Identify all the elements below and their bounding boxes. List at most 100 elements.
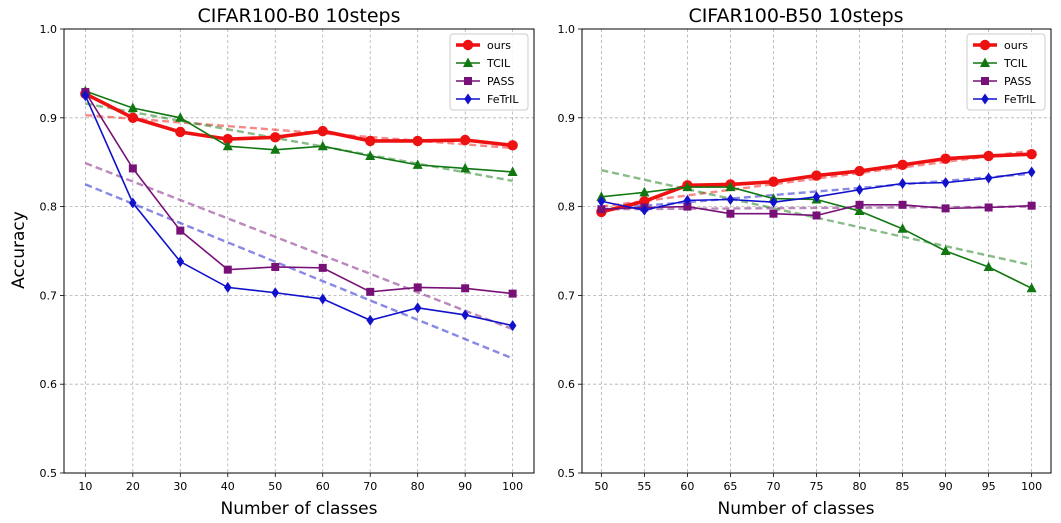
data-point-fetril — [366, 314, 375, 326]
x-tick-label: 75 — [810, 480, 824, 493]
trend-line-ours — [601, 149, 1032, 208]
y-tick-label: 0.7 — [558, 289, 576, 302]
x-tick-label: 55 — [637, 480, 651, 493]
y-tick-label: 1.0 — [558, 23, 576, 36]
data-point-tcil — [365, 150, 376, 160]
data-point-tcil — [682, 181, 693, 192]
data-point-pass — [769, 209, 778, 218]
data-point-pass — [597, 205, 606, 214]
data-point-pass — [683, 202, 692, 211]
data-point-pass — [1027, 201, 1036, 210]
data-point-pass — [984, 203, 993, 212]
data-point-tcil — [317, 140, 328, 151]
data-point-fetril — [508, 320, 517, 332]
data-point-ours — [854, 165, 865, 177]
legend-label-tcil: TCIL — [1003, 57, 1028, 70]
data-point-ours — [897, 159, 908, 171]
legend-marker-ours — [979, 39, 991, 51]
data-point-fetril — [812, 191, 821, 203]
x-tick-label: 80 — [853, 480, 867, 493]
data-point-ours — [127, 112, 139, 124]
x-tick-label: 85 — [896, 480, 910, 493]
legend-marker-fetril — [981, 93, 989, 105]
x-tick-label: 40 — [221, 480, 235, 493]
x-tick-label: 90 — [939, 480, 953, 493]
data-point-ours — [412, 135, 423, 147]
right-chart-panel: CIFAR100-B50 10steps Number of classes 5… — [558, 5, 1052, 519]
data-point-pass — [461, 284, 470, 293]
data-point-pass — [413, 283, 422, 292]
y-tick-label: 0.9 — [558, 112, 576, 125]
series-line-fetril — [84, 95, 513, 327]
data-point-ours — [365, 135, 376, 147]
data-point-tcil — [222, 140, 233, 151]
x-tick-label: 30 — [173, 480, 187, 493]
data-point-fetril — [683, 194, 692, 206]
legend-label-ours: ours — [487, 39, 511, 52]
trend-line-tcil — [85, 102, 513, 183]
data-point-tcil — [1026, 282, 1037, 293]
data-point-tcil — [639, 186, 650, 197]
data-point-pass — [366, 287, 375, 296]
data-point-fetril — [640, 204, 649, 216]
legend-marker-tcil — [980, 57, 990, 67]
legend-marker-tcil — [463, 57, 473, 67]
x-tick-label: 100 — [502, 480, 523, 493]
x-tick-label: 70 — [363, 480, 377, 493]
data-point-fetril — [81, 90, 90, 102]
x-tick-label: 10 — [78, 480, 92, 493]
x-tick-label: 100 — [1021, 480, 1042, 493]
legend-label-fetril: FeTrIL — [1004, 93, 1036, 106]
left-chart-panel: CIFAR100-B0 10steps Accuracy Number of c… — [9, 5, 535, 519]
data-point-pass — [941, 204, 950, 213]
data-point-pass — [812, 211, 821, 220]
x-tick-label: 50 — [268, 480, 282, 493]
legend-marker-pass — [981, 77, 989, 85]
x-tick-label: 80 — [411, 480, 425, 493]
data-point-tcil — [983, 261, 994, 271]
data-point-tcil — [460, 162, 471, 173]
data-point-fetril — [271, 287, 280, 299]
y-tick-label: 0.8 — [558, 201, 576, 214]
data-point-pass — [898, 200, 907, 209]
data-point-ours — [222, 133, 233, 145]
legend-box — [449, 33, 529, 111]
data-point-tcil — [854, 205, 865, 216]
data-point-tcil — [412, 159, 423, 169]
data-point-tcil — [507, 166, 518, 176]
data-point-pass — [128, 164, 137, 173]
data-point-fetril — [941, 177, 950, 189]
trend-line-pass — [84, 161, 514, 331]
data-point-pass — [223, 265, 232, 274]
data-point-fetril — [318, 293, 327, 305]
data-point-fetril — [597, 195, 606, 207]
data-point-ours — [768, 176, 779, 187]
data-point-fetril — [223, 281, 232, 293]
data-point-fetril — [984, 172, 993, 184]
x-tick-label: 90 — [458, 480, 472, 493]
data-point-ours — [459, 134, 471, 146]
data-point-fetril — [176, 256, 185, 268]
y-tick-label: 0.7 — [40, 289, 58, 302]
data-point-fetril — [461, 309, 469, 321]
legend-label-tcil: TCIL — [486, 57, 511, 70]
data-point-tcil — [897, 223, 908, 233]
series-line-ours — [84, 92, 513, 148]
legend-label-pass: PASS — [1004, 75, 1031, 88]
legend-label-ours: ours — [1004, 39, 1028, 52]
data-point-tcil — [270, 144, 281, 154]
y-tick-label: 1.0 — [40, 23, 58, 36]
data-point-ours — [317, 125, 328, 137]
x-tick-label: 65 — [723, 480, 737, 493]
left-legend: ours TCIL PASS FeTrIL — [449, 33, 529, 111]
legend-marker-ours — [462, 39, 474, 51]
right-axes-frame — [581, 28, 1052, 474]
y-tick-label: 0.6 — [558, 378, 576, 391]
data-point-pass — [176, 226, 185, 235]
x-tick-label: 50 — [594, 480, 608, 493]
legend-marker-fetril — [464, 93, 472, 105]
right-legend: ours TCIL PASS FeTrIL — [966, 33, 1046, 111]
data-point-ours — [1026, 149, 1037, 160]
data-point-ours — [270, 132, 281, 143]
